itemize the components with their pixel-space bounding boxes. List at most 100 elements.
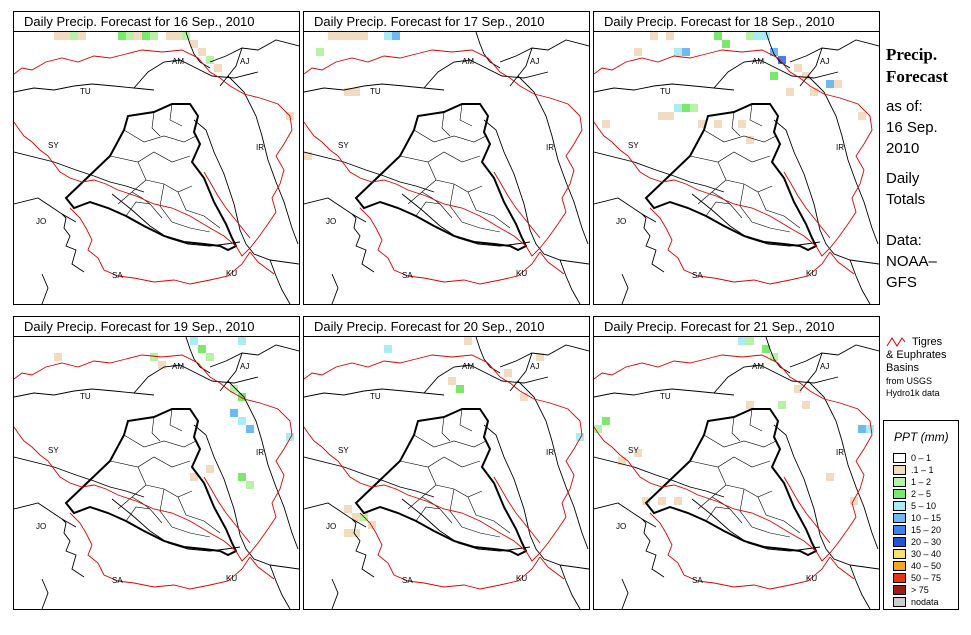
precip-cell (54, 32, 62, 40)
precip-cell (634, 48, 642, 56)
precip-cell (78, 32, 86, 40)
label-aj: AJ (820, 57, 829, 66)
basin-outline (594, 49, 873, 285)
ppt-swatch (893, 453, 906, 463)
precip-cell (770, 353, 778, 361)
label-sa: SA (402, 271, 413, 280)
ppt-label: 40 – 50 (911, 561, 942, 571)
label-ir: IR (836, 448, 844, 457)
precip-cell (858, 425, 866, 433)
ppt-legend-item: 50 – 75 (893, 573, 941, 585)
precip-cell (504, 369, 512, 377)
precip-cell (850, 497, 858, 505)
label-ir: IR (546, 143, 554, 152)
label-tu: TU (660, 87, 671, 96)
label-sa: SA (692, 271, 703, 280)
label-sy: SY (628, 141, 639, 150)
label-jo: JO (616, 522, 626, 531)
precip-cell (384, 32, 392, 40)
precip-cell (754, 32, 762, 40)
ppt-legend: PPT (mm) 0 – 1 .1 – 1 1 – 2 2 – 5 5 – 10 10 –… (883, 420, 959, 610)
province-borders (399, 103, 511, 233)
precip-cell (182, 32, 190, 40)
label-sa: SA (112, 271, 123, 280)
label-ku: KU (806, 269, 817, 278)
country-borders (14, 32, 299, 304)
title-line-2: Forecast (886, 67, 948, 86)
precip-cells (54, 32, 294, 120)
precip-cells (594, 337, 874, 505)
label-ku: KU (806, 574, 817, 583)
ppt-legend-item: 0 – 1 (893, 453, 931, 465)
precip-cell (762, 32, 770, 40)
precip-cell (174, 32, 182, 40)
precip-cell (722, 40, 730, 48)
data-source-2: GFS (886, 274, 917, 291)
label-am: AM (752, 362, 764, 371)
country-borders (594, 32, 879, 304)
ppt-legend-item: 30 – 40 (893, 549, 941, 561)
label-tu: TU (80, 392, 91, 401)
precip-cell (384, 345, 392, 353)
map-panel-6: Daily Precip. Forecast for 21 Sep., 2010 (593, 316, 880, 610)
precip-cell (658, 112, 666, 120)
country-labels: AM AJ TU SY IR JO SA KU (326, 362, 554, 585)
label-aj: AJ (240, 57, 249, 66)
precip-cell (238, 473, 246, 481)
precip-cell (230, 409, 238, 417)
precip-cell (650, 32, 658, 40)
precip-cell (810, 88, 818, 96)
label-sy: SY (338, 446, 349, 455)
country-labels: AM AJ TU SY IR JO SA KU (36, 57, 264, 280)
precip-cells (54, 337, 294, 489)
ppt-label: 5 – 10 (911, 501, 937, 511)
precip-cell (634, 449, 642, 457)
ppt-swatch (893, 465, 906, 475)
precip-cell (778, 56, 786, 64)
precip-cell (682, 48, 690, 56)
label-aj: AJ (530, 362, 539, 371)
ppt-label: 50 – 75 (911, 573, 942, 583)
ppt-swatch (893, 585, 906, 595)
label-jo: JO (326, 522, 336, 531)
ppt-legend-item: 40 – 50 (893, 561, 941, 573)
map-canvas: AM AJ TU SY IR JO SA KU (304, 337, 589, 609)
ppt-label: 2 – 5 (911, 489, 932, 499)
map-canvas: AM AJ TU SY IR JO SA KU (594, 32, 879, 304)
precip-cell (150, 32, 158, 40)
country-borders (304, 337, 589, 609)
precip-cell (770, 48, 778, 56)
label-am: AM (462, 57, 474, 66)
label-ir: IR (836, 143, 844, 152)
precip-cell (674, 48, 682, 56)
ppt-legend-title: PPT (mm) (894, 430, 949, 444)
precip-cell (594, 425, 602, 433)
precip-cell (642, 497, 650, 505)
precip-cell (666, 32, 674, 40)
panel-title: Daily Precip. Forecast for 21 Sep., 2010 (594, 317, 879, 337)
ppt-label: 1 – 2 (911, 477, 932, 487)
precip-cell (576, 433, 584, 441)
country-labels: AM AJ TU SY IR JO SA KU (616, 362, 844, 585)
ppt-swatch (893, 489, 906, 499)
precip-cell (738, 337, 746, 345)
precip-cell (602, 417, 610, 425)
precip-cell (328, 32, 336, 40)
precip-cell (714, 32, 722, 40)
country-labels: AM AJ TU SY IR JO SA KU (616, 57, 844, 280)
precip-cell (360, 32, 368, 40)
label-sy: SY (48, 446, 59, 455)
panel-title: Daily Precip. Forecast for 20 Sep., 2010 (304, 317, 589, 337)
map-panel-4: Daily Precip. Forecast for 19 Sep., 2010 (13, 316, 300, 610)
ppt-legend-item: > 75 (893, 585, 929, 597)
precip-cell (352, 32, 360, 40)
precip-cell (826, 80, 834, 88)
precip-cell (866, 425, 874, 433)
precip-cell (230, 385, 238, 393)
precip-cell (190, 337, 198, 345)
map-panel-1: Daily Precip. Forecast for 16 Sep., 2010 (13, 11, 300, 305)
precip-cell (238, 417, 246, 425)
map-panel-3: Daily Precip. Forecast for 18 Sep., 2010 (593, 11, 880, 305)
precip-cell (858, 112, 866, 120)
ppt-legend-item: .1 – 1 (893, 465, 934, 477)
